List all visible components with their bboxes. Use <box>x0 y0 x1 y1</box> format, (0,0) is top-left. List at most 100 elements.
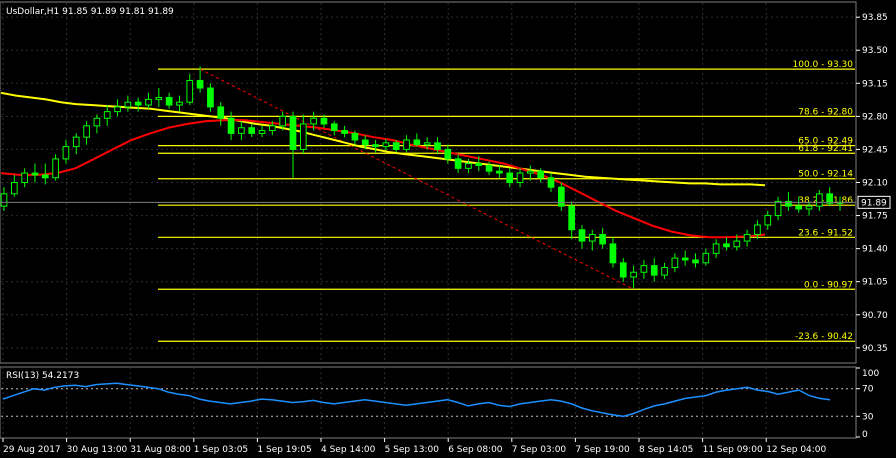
candle-body <box>114 106 121 113</box>
candle <box>217 102 225 126</box>
candle-body <box>320 117 328 125</box>
time-tick-label: 8 Sep 14:05 <box>639 445 693 455</box>
current-price-label: 91.89 <box>861 198 887 208</box>
fib-level-label: 100.0 - 93.30 <box>793 60 854 70</box>
rsi-levels <box>1 388 855 417</box>
candle <box>310 111 317 131</box>
fib-level-label: 61.8 - 92.41 <box>798 144 853 154</box>
candle <box>774 196 782 221</box>
candle <box>299 114 307 155</box>
candle-body <box>434 142 441 150</box>
candle-body <box>361 139 369 146</box>
candle-body <box>537 170 545 179</box>
candle <box>330 121 338 136</box>
price-tick-label: 91.05 <box>862 278 888 288</box>
fib-level-label: -23.6 - 90.42 <box>795 332 853 342</box>
candle-body <box>506 172 514 183</box>
candle-body <box>21 172 28 183</box>
candle-body <box>93 117 101 127</box>
candle <box>103 105 111 126</box>
candle <box>465 158 472 174</box>
time-tick-label: 7 Sep 03:00 <box>512 445 567 455</box>
candle <box>165 92 173 109</box>
candle-body <box>733 240 741 248</box>
candle-body <box>785 200 792 207</box>
candle-body <box>599 233 606 245</box>
candle-body <box>31 172 39 176</box>
candle-body <box>692 259 699 264</box>
candle <box>795 196 803 213</box>
chart-title: UsDollar,H1 91.85 91.89 91.81 91.89 <box>6 7 174 17</box>
candle-body <box>83 125 90 138</box>
candle-body <box>805 205 813 210</box>
price-tick-label: 90.35 <box>862 344 888 354</box>
candle-body <box>423 142 431 146</box>
candle-body <box>269 125 276 132</box>
price-tick-label: 91.40 <box>862 245 888 255</box>
candle <box>279 111 287 131</box>
fib-level-label: 50.0 - 92.14 <box>798 170 853 180</box>
candle-body <box>227 117 235 134</box>
candle-body <box>723 243 730 248</box>
candle-body <box>816 193 823 207</box>
candle-body <box>41 174 49 179</box>
candle-body <box>578 229 586 242</box>
current-price-marker: 91.89 <box>857 195 891 209</box>
rsi-series-line <box>2 382 831 418</box>
fib-level-label: 23.6 - 91.52 <box>798 228 853 238</box>
candle <box>816 190 823 211</box>
price-tick-label: 93.15 <box>862 79 888 89</box>
candle-body <box>72 136 80 148</box>
candle <box>186 73 194 106</box>
candle-body <box>661 267 668 276</box>
candle-body <box>382 142 390 148</box>
candle <box>609 237 617 268</box>
candle <box>351 130 359 145</box>
rsi-panel-frame <box>0 366 857 439</box>
candle <box>238 121 245 140</box>
candle <box>145 92 152 109</box>
rsi-axis: 100 70 30 0 <box>856 367 879 440</box>
rsi-tick-label: 70 <box>862 385 874 395</box>
time-tick-label: 7 Sep 19:00 <box>575 445 630 455</box>
candle <box>661 262 668 279</box>
time-tick-label: 4 Sep 14:00 <box>321 445 376 455</box>
candle <box>155 88 163 107</box>
candle <box>630 265 637 289</box>
fib-level-label: 0.0 - 90.97 <box>804 280 853 290</box>
candle <box>599 227 606 249</box>
candle-body <box>547 177 555 188</box>
rsi-tick-label: 100 <box>862 369 879 379</box>
candle <box>93 114 101 134</box>
candle-body <box>134 101 142 106</box>
candle <box>723 237 730 251</box>
candle <box>52 154 59 181</box>
candle <box>537 168 545 183</box>
candle <box>496 165 503 178</box>
price-tick-label: 92.80 <box>862 112 888 122</box>
candle-body <box>10 182 18 195</box>
candle <box>671 253 679 273</box>
candle <box>72 133 80 155</box>
candle <box>702 248 710 266</box>
candle <box>10 174 18 197</box>
time-tick-label: 5 Sep 13:00 <box>385 445 440 455</box>
candle <box>413 133 421 147</box>
candle-body <box>712 243 720 254</box>
candle-body <box>165 96 173 106</box>
time-tick-label: 12 Sep 04:00 <box>766 445 826 455</box>
candle-body <box>774 200 782 217</box>
candle <box>516 168 524 188</box>
price-tick-label: 93.50 <box>862 46 888 56</box>
candle <box>21 168 28 188</box>
candle <box>62 139 70 164</box>
candle <box>372 139 379 153</box>
candle <box>176 95 183 112</box>
price-tick-label: 91.75 <box>862 212 888 222</box>
time-tick-label: 6 Sep 08:00 <box>448 445 503 455</box>
price-tick-label: 93.85 <box>862 13 888 23</box>
candle <box>31 163 39 183</box>
price-tick-label: 92.45 <box>862 145 888 155</box>
candle <box>114 99 121 117</box>
candle <box>764 210 772 230</box>
